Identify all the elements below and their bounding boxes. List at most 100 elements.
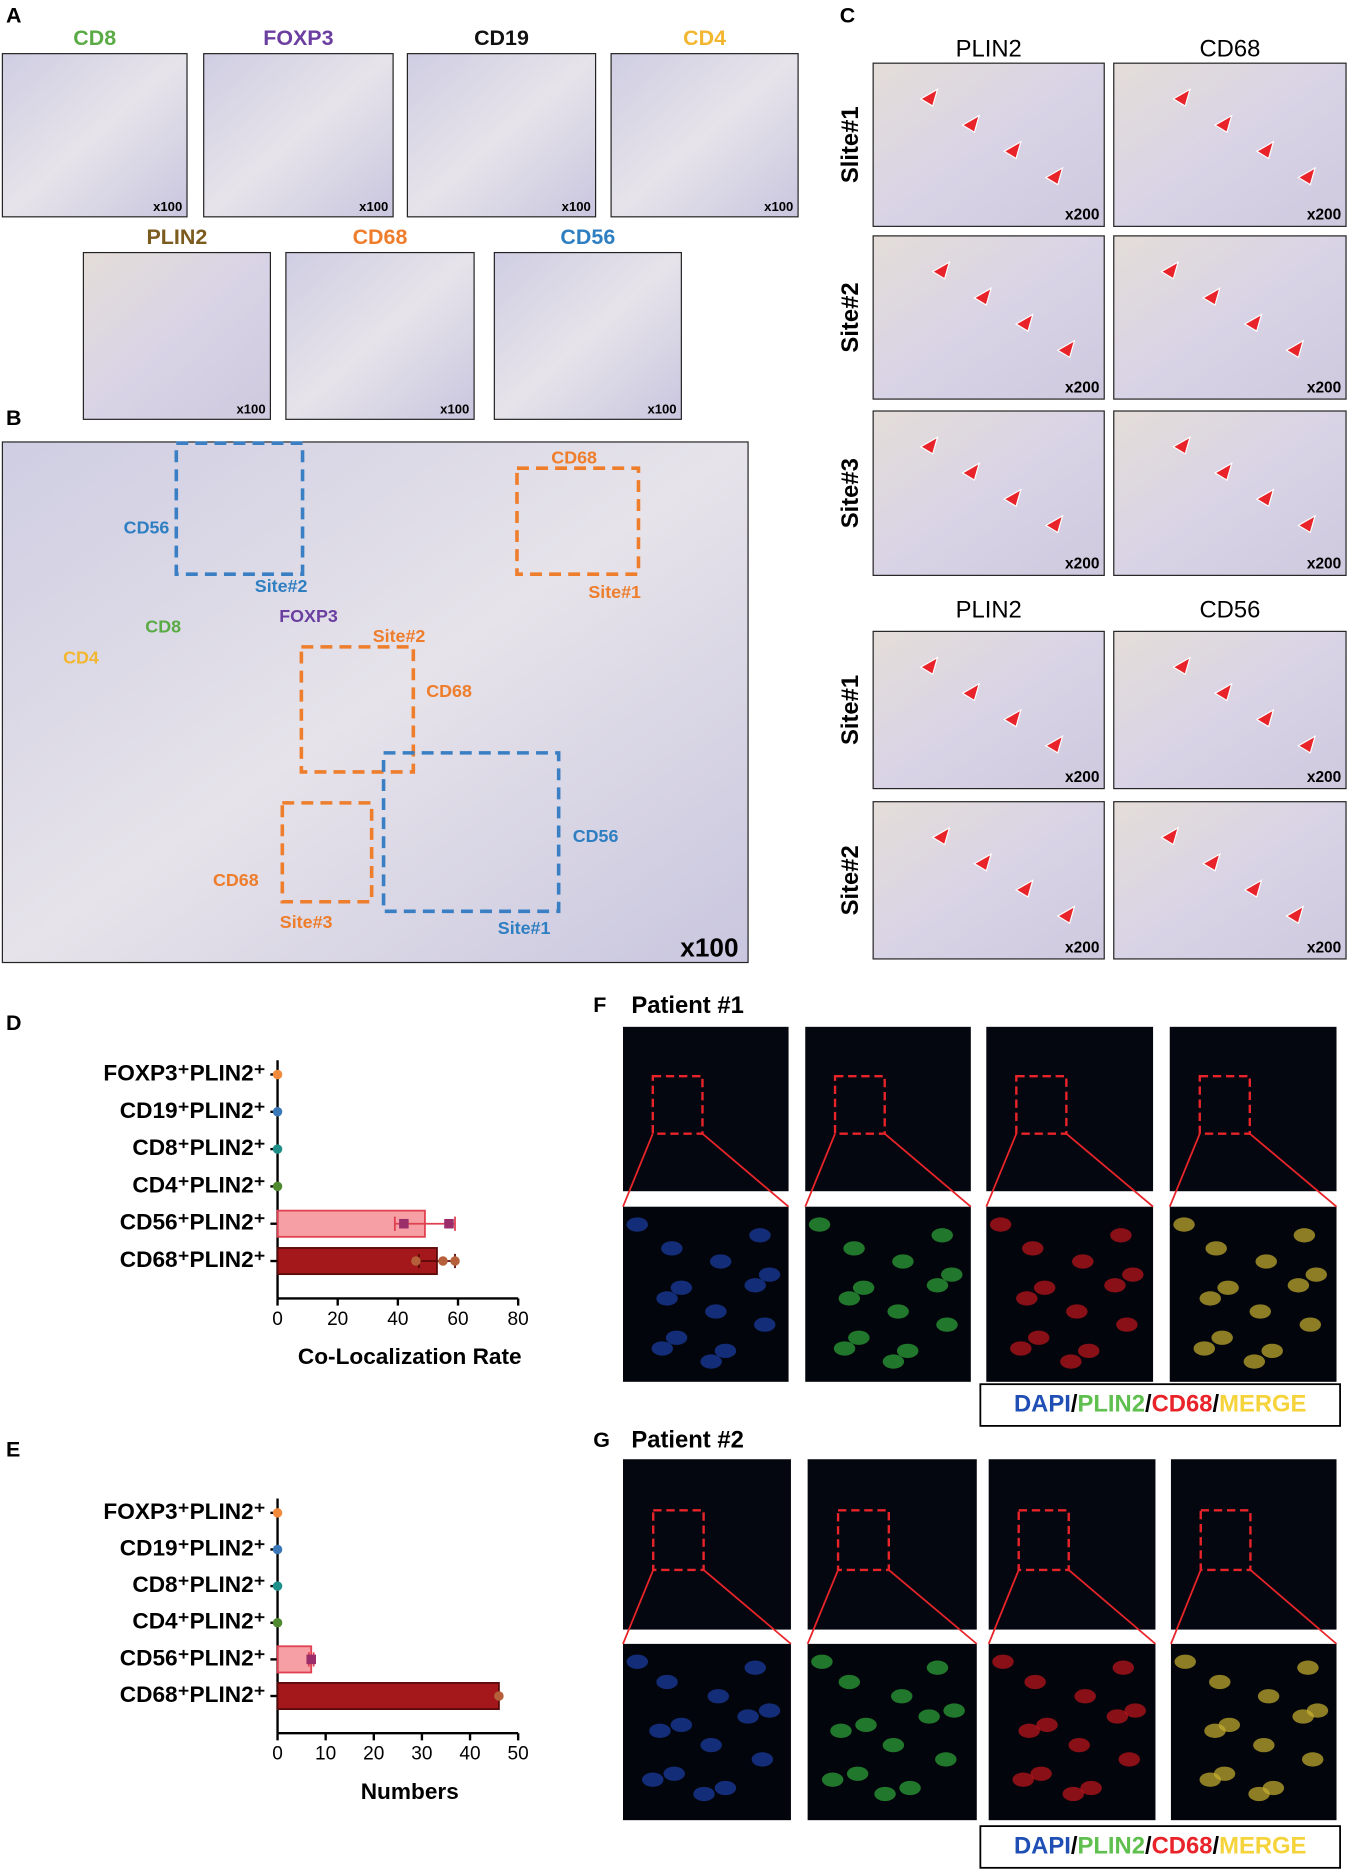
- cell: [663, 1766, 685, 1781]
- y-tick-label: CD19⁺PLIN2⁺: [120, 1535, 266, 1560]
- panel-label: A: [6, 3, 21, 27]
- arrowhead: [919, 435, 939, 455]
- point: [438, 1256, 448, 1266]
- point: [272, 1508, 283, 1518]
- fluorescence-image: [1170, 1459, 1337, 1630]
- annotation: Site#1: [498, 918, 551, 938]
- y-tick-label: CD56⁺PLIN2⁺: [120, 1210, 266, 1235]
- point: [272, 1181, 283, 1192]
- x-tick-label: 10: [315, 1744, 336, 1765]
- cell: [1205, 1241, 1227, 1256]
- arrowhead: [1285, 339, 1305, 359]
- micrograph: [872, 410, 1105, 576]
- arrowhead: [1201, 287, 1221, 306]
- fluorescence-image: [986, 1026, 1154, 1192]
- zoom-line: [987, 1569, 1157, 1645]
- stain-label: CD4: [683, 26, 726, 50]
- panel-label: G: [593, 1428, 610, 1452]
- cell: [811, 1654, 833, 1669]
- cell: [626, 1217, 649, 1232]
- x-tick-label: 20: [327, 1309, 348, 1330]
- cell: [707, 1689, 730, 1704]
- cell: [1287, 1278, 1310, 1293]
- micrograph: [1113, 62, 1347, 227]
- cell: [1033, 1280, 1056, 1295]
- cell: [821, 1772, 844, 1787]
- point: [306, 1654, 316, 1665]
- zoom-line: [622, 1133, 790, 1208]
- x-tick-label: 40: [387, 1309, 408, 1330]
- micrograph: [1113, 235, 1347, 400]
- legend-separator: /: [1213, 1833, 1220, 1860]
- panel-label: D: [6, 1011, 21, 1035]
- micrograph: [872, 62, 1105, 227]
- cell: [855, 1717, 877, 1733]
- cell: [700, 1737, 722, 1753]
- annotation: CD8: [145, 617, 181, 637]
- legend-separator: /: [1145, 1391, 1152, 1418]
- fluorescence-image: [805, 1026, 971, 1192]
- cell: [754, 1317, 776, 1332]
- micrograph: [203, 53, 394, 218]
- cell: [882, 1354, 905, 1369]
- cell: [749, 1228, 771, 1243]
- magnification: x200: [1307, 939, 1341, 956]
- cell: [1255, 1254, 1277, 1269]
- panel-label: B: [6, 406, 21, 430]
- cell: [1016, 1291, 1038, 1306]
- cell: [1118, 1752, 1140, 1767]
- cell: [709, 1254, 732, 1269]
- x-tick-label: 20: [363, 1744, 384, 1765]
- annotation: Site#2: [255, 576, 308, 596]
- cell: [1209, 1674, 1231, 1690]
- magnification: x100: [562, 199, 591, 214]
- zoom-box: [1198, 1074, 1251, 1135]
- cell: [892, 1254, 914, 1269]
- legend-entry: DAPI: [1014, 1391, 1071, 1418]
- cell: [661, 1241, 683, 1256]
- arrowhead: [1297, 514, 1317, 534]
- stain-label: FOXP3: [263, 26, 333, 50]
- arrowhead: [1002, 708, 1022, 728]
- arrowhead: [1243, 313, 1263, 333]
- annotation: CD56: [124, 518, 170, 538]
- arrowhead: [1172, 656, 1191, 676]
- micrograph: [285, 251, 475, 420]
- cell: [926, 1660, 949, 1675]
- annotation: CD4: [63, 647, 99, 667]
- arrowhead: [1255, 488, 1275, 508]
- arrowhead: [1285, 905, 1305, 925]
- arrowhead: [1213, 682, 1233, 702]
- x-tick-label: 40: [459, 1744, 480, 1765]
- panel-title: Patient #1: [631, 992, 744, 1019]
- micrograph: [872, 630, 1105, 790]
- cell: [896, 1343, 919, 1358]
- arrowhead: [1014, 879, 1034, 898]
- cell: [1060, 1354, 1082, 1369]
- cell: [714, 1343, 737, 1358]
- x-tick-label: 30: [411, 1744, 432, 1765]
- magnification: x200: [1065, 379, 1099, 396]
- zoom-box: [1199, 1509, 1252, 1572]
- y-tick-label: CD68⁺PLIN2⁺: [120, 1247, 266, 1272]
- arrowhead: [919, 656, 939, 676]
- row-label: Site#2: [837, 845, 864, 915]
- annotation: CD68: [426, 681, 472, 701]
- arrowhead: [961, 114, 981, 134]
- cell: [931, 1228, 953, 1243]
- cell: [758, 1703, 781, 1718]
- arrowhead: [931, 826, 951, 846]
- cell: [670, 1717, 693, 1733]
- cell: [651, 1341, 674, 1356]
- y-tick-label: CD8⁺PLIN2⁺: [132, 1135, 265, 1160]
- stain-label: CD8: [73, 26, 116, 50]
- cell: [1080, 1780, 1102, 1796]
- cell: [848, 1330, 870, 1345]
- magnification: x200: [1065, 939, 1099, 956]
- cell: [843, 1241, 865, 1256]
- site-box: [515, 466, 641, 576]
- point: [272, 1107, 283, 1117]
- cell: [1012, 1772, 1034, 1787]
- magnification: x200: [1065, 769, 1099, 786]
